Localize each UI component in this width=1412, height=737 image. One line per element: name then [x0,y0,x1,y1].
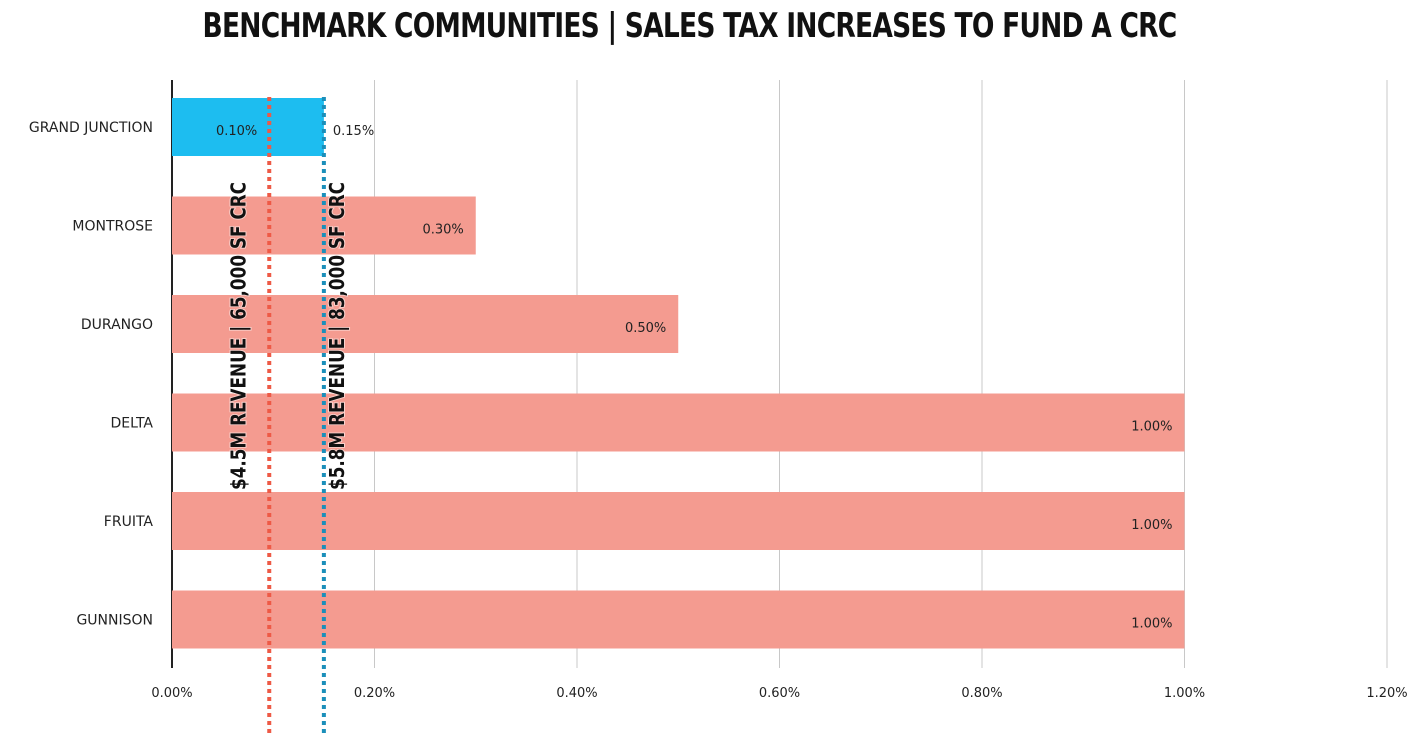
x-tick-label: 1.00% [1164,686,1205,701]
reference-line-label: 0.10% [216,124,257,139]
x-tick-label: 0.60% [759,686,800,701]
reference-line-annotation: $4.5M REVENUE | 65,000 SF CRC [226,182,250,490]
x-tick-label: 0.00% [151,686,192,701]
bar [172,492,1185,550]
category-label: DELTA [110,416,153,432]
data-label: 1.00% [1131,617,1172,632]
x-tick-label: 0.80% [961,686,1002,701]
chart-title: BENCHMARK COMMUNITIES | SALES TAX INCREA… [202,6,1178,46]
bar [172,295,679,353]
x-tick-label: 0.20% [354,686,395,701]
category-label: DURANGO [81,317,153,333]
x-tick-label: 1.20% [1366,686,1407,701]
data-label: 0.30% [422,223,463,238]
gridlines [171,80,1388,668]
bar [172,393,1185,452]
reference-lines [267,97,326,737]
category-label: FRUITA [104,514,154,530]
bars [172,98,1185,649]
data-label: 1.00% [1131,518,1172,533]
data-label: 0.50% [625,321,666,336]
bar [172,98,324,156]
bar [172,590,1185,649]
x-tick-label: 0.40% [556,686,597,701]
data-label: 0.15% [333,124,374,139]
data-label: 1.00% [1131,420,1172,435]
category-label: GUNNISON [76,613,153,629]
category-label: MONTROSE [72,219,153,235]
labels: 0.00% 0.20% 0.40% 0.60% 0.80% 1.00% 1.20% GRAND… [29,120,1408,701]
reference-line-annotation: $5.8M REVENUE | 83,000 SF CRC [325,182,349,490]
category-label: GRAND JUNCTION [29,120,153,136]
